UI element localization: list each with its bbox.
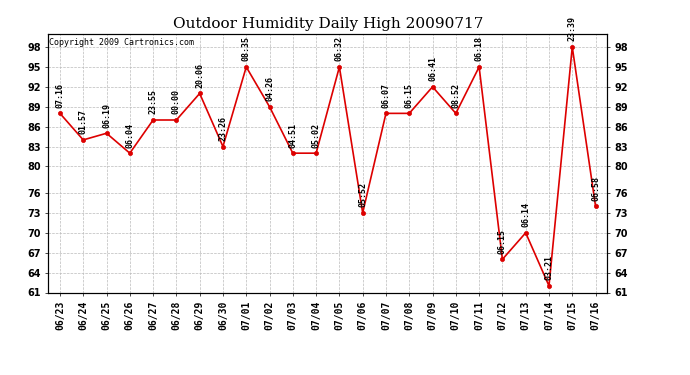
Text: 07:16: 07:16	[55, 83, 64, 108]
Text: 06:07: 06:07	[382, 83, 391, 108]
Text: 05:52: 05:52	[358, 182, 367, 207]
Text: 03:21: 03:21	[544, 255, 553, 280]
Text: 23:55: 23:55	[148, 90, 157, 114]
Text: 05:02: 05:02	[312, 123, 321, 148]
Text: 06:32: 06:32	[335, 36, 344, 62]
Text: 06:41: 06:41	[428, 56, 437, 81]
Text: 06:58: 06:58	[591, 176, 600, 201]
Text: 04:51: 04:51	[288, 123, 297, 148]
Text: 06:15: 06:15	[405, 83, 414, 108]
Text: 04:26: 04:26	[265, 76, 274, 101]
Text: 08:35: 08:35	[241, 36, 250, 62]
Text: 06:18: 06:18	[475, 36, 484, 62]
Title: Outdoor Humidity Daily High 20090717: Outdoor Humidity Daily High 20090717	[172, 17, 483, 31]
Text: 08:52: 08:52	[451, 83, 460, 108]
Text: 06:14: 06:14	[521, 202, 530, 227]
Text: Copyright 2009 Cartronics.com: Copyright 2009 Cartronics.com	[50, 38, 195, 46]
Text: 23:39: 23:39	[568, 16, 577, 42]
Text: 20:06: 20:06	[195, 63, 204, 88]
Text: 06:04: 06:04	[126, 123, 135, 148]
Text: 06:19: 06:19	[102, 103, 111, 128]
Text: 23:26: 23:26	[219, 116, 228, 141]
Text: 06:15: 06:15	[498, 229, 507, 254]
Text: 00:00: 00:00	[172, 90, 181, 114]
Text: 01:57: 01:57	[79, 110, 88, 134]
